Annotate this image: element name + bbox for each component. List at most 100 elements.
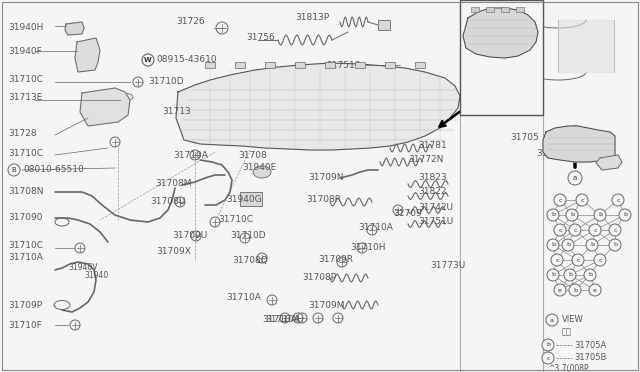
Text: b: b [546,343,550,347]
Polygon shape [543,126,615,162]
Circle shape [547,239,559,251]
Text: 31781: 31781 [418,141,447,151]
Bar [501,7,509,12]
Text: 31940J: 31940J [536,150,567,158]
Text: 31823: 31823 [418,173,447,183]
Circle shape [547,269,559,281]
Circle shape [542,339,554,351]
Text: 08915-43610: 08915-43610 [156,55,216,64]
Text: b: b [623,212,627,218]
Bar [516,7,524,12]
Circle shape [547,209,559,221]
Circle shape [568,171,582,185]
Polygon shape [65,22,84,35]
Text: 31708N: 31708N [8,187,44,196]
Text: 31709: 31709 [393,208,422,218]
Circle shape [554,284,566,296]
Text: 31705A: 31705A [574,340,606,350]
Text: 31813P: 31813P [295,13,329,22]
Circle shape [584,269,596,281]
Text: b: b [598,212,602,218]
Text: 31708P: 31708P [302,273,336,282]
Circle shape [589,284,601,296]
Text: 矢視: 矢視 [562,327,572,337]
Text: 31710A: 31710A [8,253,43,263]
Ellipse shape [119,93,133,100]
Text: 31708: 31708 [238,151,267,160]
Circle shape [569,284,581,296]
Circle shape [609,224,621,236]
Text: 31940F: 31940F [8,46,42,55]
Circle shape [551,254,563,266]
Text: 31728: 31728 [8,129,36,138]
Text: c: c [598,257,602,263]
Text: 317510: 317510 [326,61,360,70]
Text: 31705B: 31705B [574,353,606,362]
Bar [378,20,390,30]
Text: 31710C: 31710C [218,215,253,224]
Text: b: b [551,212,555,218]
Circle shape [569,224,581,236]
Text: 31709R: 31709R [318,256,353,264]
Text: 31773U: 31773U [430,260,465,269]
Text: 31709N: 31709N [308,173,344,183]
Circle shape [554,194,566,206]
Text: 31710A: 31710A [262,315,297,324]
Text: b: b [613,243,617,247]
Circle shape [542,352,554,364]
Text: 31705: 31705 [510,134,539,142]
Text: 31710A: 31710A [358,224,393,232]
Bar [265,62,275,68]
Bar [486,7,494,12]
Text: 31822: 31822 [418,187,447,196]
Text: 31710A: 31710A [173,151,208,160]
Circle shape [589,224,601,236]
Text: VIEW: VIEW [562,315,584,324]
Text: 31710H: 31710H [350,244,385,253]
Text: a: a [573,175,577,181]
Text: 31940H: 31940H [8,22,44,32]
Text: c: c [573,228,577,232]
Text: 31713E: 31713E [8,93,42,103]
Text: 31726: 31726 [176,17,205,26]
Circle shape [619,209,631,221]
Text: 31710C: 31710C [8,241,43,250]
Bar [355,62,365,68]
Text: 31710A: 31710A [265,315,300,324]
Circle shape [566,209,578,221]
Circle shape [564,269,576,281]
Text: c: c [593,228,596,232]
Polygon shape [176,63,460,150]
Text: c: c [580,198,584,202]
Text: b: b [570,212,574,218]
Text: 31710C: 31710C [8,76,43,84]
Text: W: W [144,57,152,63]
Polygon shape [463,8,538,58]
Text: 31709X: 31709X [156,247,191,257]
Text: 31710D: 31710D [148,77,184,87]
Circle shape [546,314,558,326]
Bar [385,62,395,68]
Circle shape [8,164,20,176]
Text: 31708Q: 31708Q [232,256,268,264]
Text: 31756: 31756 [246,32,275,42]
Text: ^3.7(008P: ^3.7(008P [548,363,589,372]
Bar [325,62,335,68]
Text: c: c [558,198,562,202]
Text: 31708M: 31708M [155,179,191,187]
Circle shape [572,254,584,266]
Text: 31710C: 31710C [8,148,43,157]
Text: 31940V: 31940V [68,263,97,273]
Text: b: b [551,243,555,247]
Ellipse shape [253,166,271,178]
Text: 31742U: 31742U [418,202,453,212]
Text: 31709M: 31709M [308,301,344,310]
Text: c: c [576,257,580,263]
Text: 31940G: 31940G [226,196,262,205]
Bar [235,62,245,68]
Text: b: b [590,243,594,247]
Text: c: c [616,198,620,202]
Text: 31710D: 31710D [230,231,266,240]
Text: c: c [613,228,617,232]
Polygon shape [596,155,622,170]
